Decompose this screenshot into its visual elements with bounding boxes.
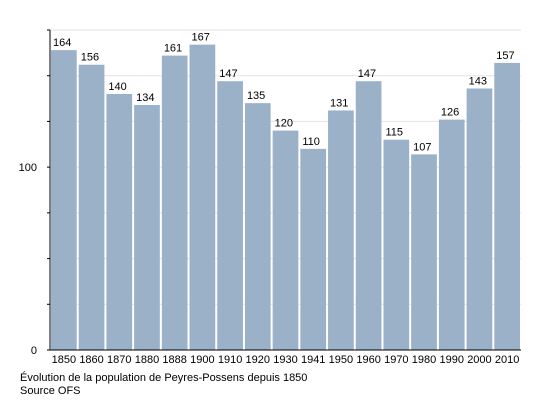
bar-value-label: 164 xyxy=(53,37,71,49)
bar xyxy=(78,64,105,350)
x-tick-label: 1950 xyxy=(329,354,353,366)
bar xyxy=(161,55,188,350)
y-tick-label: 100 xyxy=(19,162,37,174)
x-tick-label: 2000 xyxy=(467,354,491,366)
bar xyxy=(328,110,354,350)
x-tick-label: 1941 xyxy=(301,354,325,366)
x-tick-labels: 1850 1860 1870 1880 1888 1900 1910 1920 1930 1941… xyxy=(52,354,520,366)
x-tick-label: 1920 xyxy=(246,354,270,366)
bar xyxy=(189,44,216,350)
x-tick-label: 1990 xyxy=(439,354,463,366)
x-tick-label: 1850 xyxy=(52,354,76,366)
chart-caption: Évolution de la population de Peyres-Pos… xyxy=(20,372,308,384)
bar xyxy=(383,139,410,350)
bar-value-labels: 164 156 140 134 161 167 147 135 120 110 131 147 115 1… xyxy=(53,32,515,154)
bar xyxy=(355,81,382,350)
y-tick-labels: 0 100 xyxy=(19,162,37,357)
bar-value-label: 147 xyxy=(219,68,237,80)
bar xyxy=(51,50,77,350)
bar-value-label: 126 xyxy=(441,107,459,119)
bar-value-label: 147 xyxy=(358,68,376,80)
bar-value-label: 143 xyxy=(469,76,487,88)
x-tick-label: 1930 xyxy=(273,354,297,366)
chart-source: Source OFS xyxy=(20,385,81,397)
bar xyxy=(244,103,271,351)
bar-value-label: 156 xyxy=(81,52,99,64)
y-tick-label: 0 xyxy=(31,345,37,357)
x-tick-label: 1960 xyxy=(356,354,380,366)
bar-value-label: 107 xyxy=(413,141,431,153)
bar-value-label: 167 xyxy=(192,32,210,44)
bar xyxy=(134,104,160,350)
bar-value-label: 157 xyxy=(496,50,514,62)
bar xyxy=(106,94,133,350)
x-tick-label: 1910 xyxy=(218,354,242,366)
bar xyxy=(494,62,520,351)
x-tick-label: 1980 xyxy=(412,354,436,366)
x-tick-label: 1860 xyxy=(79,354,103,366)
x-tick-label: 1888 xyxy=(162,354,186,366)
bar xyxy=(217,81,243,350)
bar-value-label: 140 xyxy=(108,81,126,93)
x-tick-label: 1970 xyxy=(384,354,408,366)
bar-value-label: 161 xyxy=(164,43,182,55)
bar-value-label: 135 xyxy=(247,90,265,102)
x-tick-label: 2010 xyxy=(495,354,519,366)
x-tick-label: 1880 xyxy=(135,354,159,366)
bar-value-label: 131 xyxy=(330,97,348,109)
bar xyxy=(438,119,465,350)
bar xyxy=(466,88,493,350)
x-tick-label: 1870 xyxy=(107,354,131,366)
bar-value-label: 120 xyxy=(275,118,293,130)
axes xyxy=(47,29,521,351)
bar-value-label: 110 xyxy=(302,136,320,148)
bar xyxy=(300,148,327,350)
x-tick-label: 1900 xyxy=(190,354,214,366)
bars xyxy=(51,44,520,351)
bar-value-label: 134 xyxy=(136,92,154,104)
bar xyxy=(272,130,299,350)
bar xyxy=(411,154,437,350)
bar-value-label: 115 xyxy=(385,127,403,139)
